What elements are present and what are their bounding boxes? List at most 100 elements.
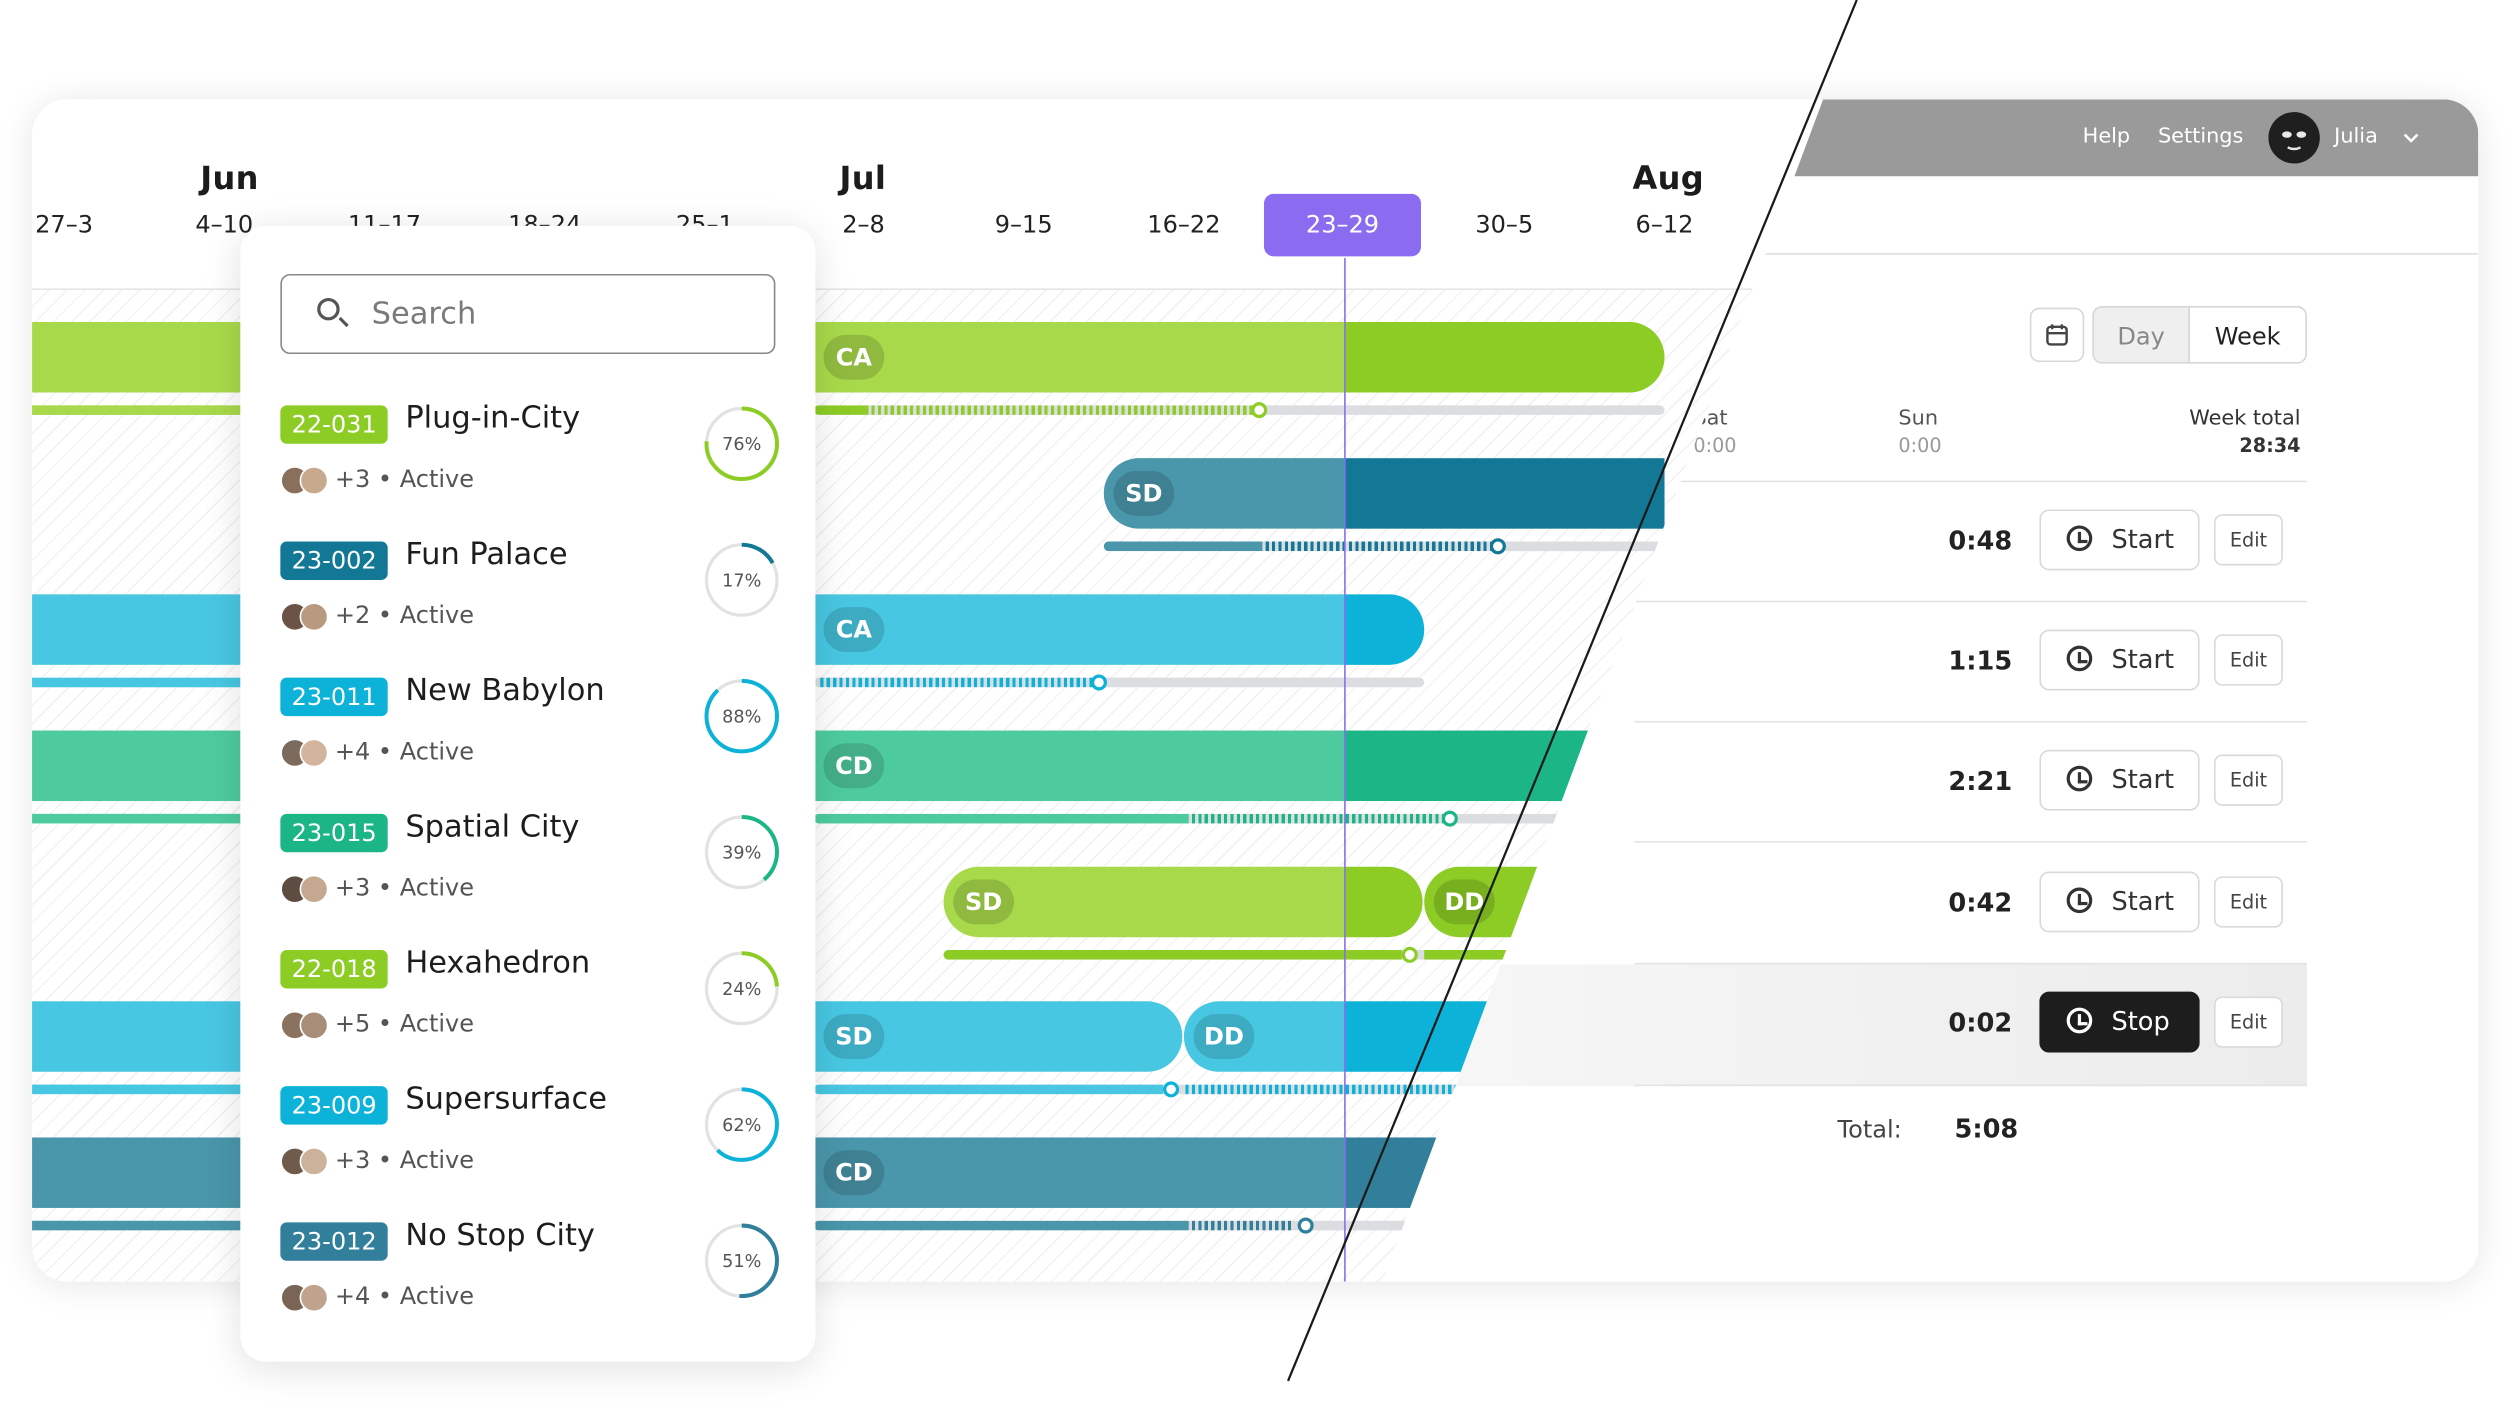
- project-row[interactable]: 23-011 New Babylon +4 • Active 88%: [280, 662, 780, 774]
- day-view-button[interactable]: Day: [2092, 305, 2190, 364]
- extra-members-count: +2: [334, 600, 371, 630]
- progress-percent: 51%: [722, 1252, 761, 1272]
- week-label[interactable]: 9–15: [994, 209, 1053, 239]
- separator-dot: •: [370, 464, 400, 494]
- team-avatars: [280, 874, 331, 904]
- gantt-bar[interactable]: CA: [813, 594, 1345, 665]
- project-row[interactable]: 23-009 Supersurface +3 • Active 62%: [280, 1070, 780, 1182]
- progress-percent: 24%: [722, 980, 761, 1000]
- start-button[interactable]: Start: [2039, 509, 2200, 571]
- row-divider: [1634, 962, 2307, 965]
- gantt-bar[interactable]: [32, 594, 242, 665]
- project-name: New Babylon: [405, 672, 605, 709]
- user-avatar[interactable]: [2268, 112, 2320, 164]
- search-box[interactable]: [280, 273, 776, 355]
- gantt-progress: [813, 677, 1425, 688]
- month-label: Jun: [200, 158, 259, 198]
- phase-badge: SD: [1113, 471, 1175, 516]
- project-row[interactable]: 22-018 Hexahedron +5 • Active 24%: [280, 934, 780, 1046]
- week-view-button[interactable]: Week: [2188, 305, 2307, 364]
- gantt-bar[interactable]: SD: [943, 866, 1345, 938]
- edit-button[interactable]: Edit: [2214, 514, 2283, 566]
- project-status: Active: [399, 1281, 475, 1311]
- month-label: Aug: [1632, 158, 1704, 198]
- edit-button[interactable]: Edit: [2214, 754, 2283, 806]
- help-link[interactable]: Help: [2082, 124, 2131, 149]
- project-row[interactable]: 22-031 Plug-in-City +3 • Active 76%: [280, 389, 780, 501]
- gantt-bar[interactable]: [32, 1137, 242, 1208]
- extra-members-count: +3: [334, 1145, 371, 1175]
- stop-button[interactable]: Stop: [2039, 991, 2200, 1053]
- start-button[interactable]: Start: [2039, 629, 2200, 691]
- week-label[interactable]: 2–8: [842, 209, 885, 239]
- entry-time: 0:02: [1948, 1007, 2013, 1039]
- project-row[interactable]: 23-012 No Stop City +4 • Active 51%: [280, 1206, 780, 1318]
- gantt-bar[interactable]: [32, 730, 242, 802]
- edit-button[interactable]: Edit: [2214, 996, 2283, 1048]
- start-button[interactable]: Start: [2039, 871, 2200, 933]
- progress-ring: 17%: [704, 542, 779, 618]
- budget-marker-icon: [1401, 946, 1418, 963]
- clock-icon: [2066, 765, 2093, 792]
- phase-badge: CA: [823, 334, 885, 380]
- gantt-bar[interactable]: SD: [813, 1001, 1183, 1072]
- today-line: [1344, 257, 1346, 1282]
- chevron-down-icon[interactable]: [2403, 133, 2419, 144]
- row-divider: [1634, 841, 2307, 843]
- team-avatars: [280, 738, 331, 768]
- header-divider: [32, 288, 2479, 290]
- current-week-label[interactable]: 23–29: [1264, 193, 1422, 257]
- project-row[interactable]: 23-002 Fun Palace +2 • Active 17%: [280, 525, 780, 637]
- calendar-button[interactable]: [2029, 307, 2085, 363]
- progress-percent: 76%: [722, 435, 761, 455]
- project-row[interactable]: 23-015 Spatial City +3 • Active 39%: [280, 798, 780, 910]
- progress-percent: 39%: [722, 844, 761, 864]
- start-button[interactable]: Start: [2039, 749, 2200, 811]
- row-divider: [1634, 720, 2307, 723]
- project-code-badge: 23-015: [280, 813, 388, 853]
- phase-badge: CD: [823, 743, 885, 789]
- edit-button[interactable]: Edit: [2214, 876, 2283, 928]
- avatar: [299, 1147, 329, 1176]
- settings-link[interactable]: Settings: [2157, 124, 2244, 149]
- week-total-value: 28:34: [2239, 434, 2301, 457]
- week-label[interactable]: 27–3: [35, 209, 94, 239]
- avatar: [299, 738, 329, 768]
- gantt-bar-current[interactable]: [1344, 322, 1665, 393]
- gantt-bar[interactable]: DD: [1183, 1001, 1345, 1072]
- user-name[interactable]: Julia: [2334, 124, 2378, 149]
- week-label[interactable]: 4–10: [195, 209, 254, 239]
- gantt-bar[interactable]: CA: [813, 322, 1345, 393]
- project-status: Active: [399, 600, 475, 630]
- gantt-bar-current[interactable]: [1344, 458, 1665, 529]
- search-input[interactable]: [368, 275, 760, 353]
- gantt-bar[interactable]: CD: [813, 730, 1345, 802]
- start-label: Start: [2111, 644, 2175, 675]
- phase-badge: CA: [823, 607, 885, 653]
- budget-marker-icon: [1441, 810, 1458, 827]
- week-label[interactable]: 30–5: [1475, 209, 1534, 239]
- progress-ring: 39%: [704, 815, 779, 890]
- progress-arc: [704, 1223, 779, 1299]
- avatar: [299, 466, 329, 496]
- gantt-bar-current[interactable]: [1344, 594, 1425, 665]
- gantt-bar-current[interactable]: [1344, 866, 1423, 938]
- extra-members-count: +4: [334, 1281, 371, 1311]
- edit-button[interactable]: Edit: [2214, 634, 2283, 686]
- project-name: Hexahedron: [405, 945, 591, 981]
- separator-dot: •: [370, 1281, 400, 1311]
- gantt-progress: [32, 1220, 242, 1231]
- project-code-badge: 23-011: [280, 677, 388, 717]
- gantt-bar[interactable]: CD: [813, 1137, 1345, 1208]
- week-label[interactable]: 6–12: [1635, 209, 1694, 239]
- gantt-progress: [813, 813, 1665, 824]
- project-code-badge: 22-031: [280, 405, 388, 444]
- project-meta: +2 • Active: [335, 601, 474, 630]
- week-label[interactable]: 16–22: [1147, 209, 1221, 239]
- week-total-label: Week total: [2189, 406, 2301, 431]
- gantt-bar[interactable]: SD: [1103, 458, 1345, 529]
- gantt-bar[interactable]: [32, 322, 242, 393]
- gantt-bar[interactable]: [32, 1001, 242, 1072]
- progress-ring: 51%: [704, 1223, 779, 1299]
